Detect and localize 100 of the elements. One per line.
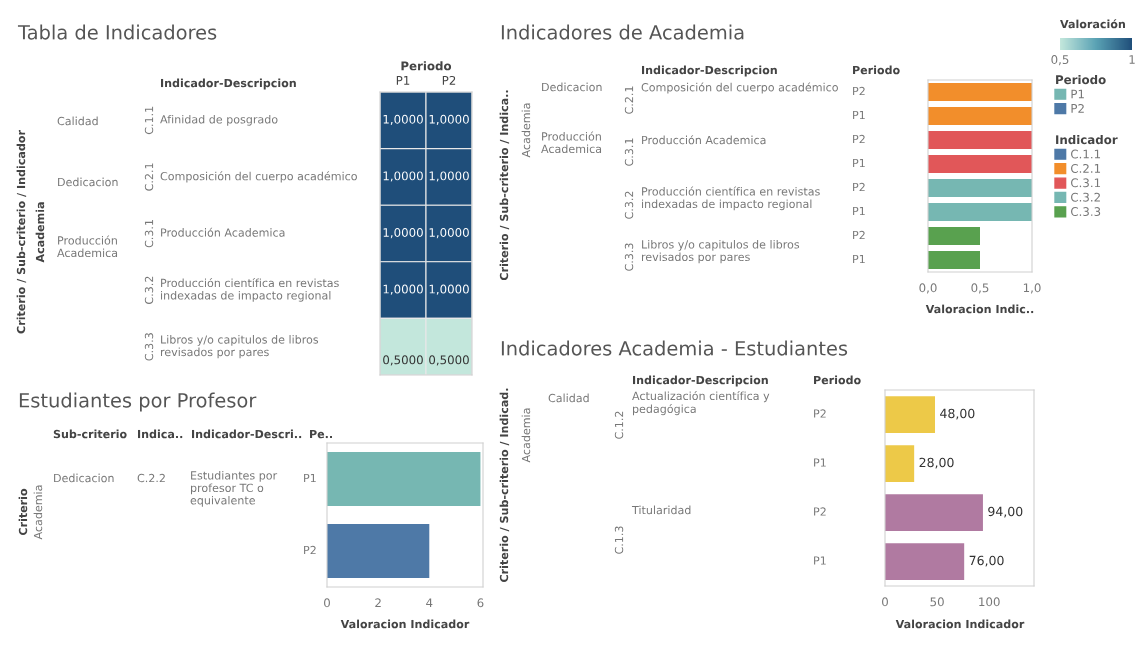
y-tick-label: P2 — [853, 86, 865, 96]
text: C.3.3 — [624, 243, 634, 271]
x-axis-title: Valoracion Indicador — [895, 619, 1025, 629]
text: Sub-criterio — [53, 429, 127, 439]
x-tick-label: 50 — [930, 597, 944, 607]
x-axis-title: Valoracion Indicador — [340, 619, 470, 629]
data-label: 1,0000 — [383, 114, 423, 125]
color-bar-title: Valoración — [1060, 19, 1125, 29]
x-axis-title: Valoracion Indic.. — [925, 304, 1034, 314]
x-tick-label: 0 — [324, 598, 330, 608]
data-label: 1,0000 — [429, 171, 469, 182]
x-tick-label: 0,0 — [919, 283, 937, 294]
bar — [885, 445, 915, 482]
y-tick-label: P2 — [853, 134, 865, 144]
data-label: 1,0000 — [383, 171, 423, 182]
text: Periodo — [853, 65, 900, 75]
data-label: 0,5000 — [429, 355, 469, 366]
text: Academia — [521, 408, 531, 463]
data-label: 1,0000 — [383, 228, 423, 239]
y-tick-label: Libros y/o capitulos de libros revisados por pares — [161, 335, 319, 359]
text: Academia — [33, 485, 43, 540]
text: C.1.2 — [614, 411, 624, 439]
y-tick-label: P1 — [853, 254, 865, 264]
x-tick-label: 4 — [426, 598, 433, 608]
text: C.2.2 — [137, 473, 165, 483]
text: Calidad — [57, 116, 98, 126]
y-tick-label: P2 — [304, 545, 316, 555]
data-label: 1,0000 — [429, 284, 469, 295]
text: Indicadores de Academia — [501, 24, 744, 40]
x-tick-label: 1,0 — [1023, 283, 1041, 294]
data-label: 48,00 — [940, 408, 975, 420]
text: C.2.1 — [624, 86, 634, 114]
legend-label: C.2.1 — [1071, 163, 1101, 173]
y-tick-label: Afinidad de posgrado — [160, 114, 278, 126]
data-label: 1,0000 — [429, 228, 469, 239]
color-bar-label: 0,5 — [1051, 55, 1069, 66]
y2-tick-label: C.3.1 — [144, 220, 154, 248]
y-tick-label: P1 — [853, 206, 865, 216]
y-axis-title: Criterio — [18, 488, 28, 536]
data-label: 28,00 — [919, 457, 954, 469]
text: Periodo — [814, 375, 861, 385]
text: Academia — [521, 103, 531, 158]
y2-tick-label: C.3.2 — [144, 276, 154, 304]
x-tick-label: 6 — [477, 598, 484, 608]
text: Libros y/o capitulos de libros revisados por pares — [642, 240, 800, 264]
text: Composición del cuerpo académico — [641, 82, 838, 94]
text: Indicador-Descripcion — [161, 78, 296, 90]
x-tick-label: 0 — [882, 597, 888, 607]
x-tick-label: 100 — [979, 597, 1000, 607]
y-tick-label: P1 — [853, 110, 865, 120]
text: Indicadores Academia - Estudiantes — [501, 340, 848, 356]
y-tick-label: P1 — [853, 158, 865, 168]
y-tick-label: Composición del cuerpo académico — [160, 171, 357, 183]
text: Dedicacion — [54, 473, 114, 483]
y-axis-title: Criterio / Sub-criterio / Indicador — [16, 130, 27, 334]
y-tick-label: P2 — [853, 182, 865, 192]
text: Estudiantes por profesor TC o equivalente — [190, 471, 278, 507]
text: Actualización científica y pedagógica — [632, 391, 770, 416]
data-label: 1,0000 — [429, 114, 469, 125]
y2-tick-label: C.3.3 — [144, 333, 154, 361]
data-label: 0,5000 — [383, 355, 423, 366]
y-tick-label: Producción Academica — [161, 227, 285, 237]
text: Dedicacion — [58, 177, 118, 187]
text: P1 — [1071, 89, 1084, 99]
y-tick-label: P1 — [304, 473, 316, 483]
text: C.3.1 — [624, 138, 634, 166]
y-tick-label: P2 — [814, 507, 826, 516]
text: Estudiantes por Profesor — [19, 392, 257, 412]
bar — [885, 543, 965, 580]
data-label: 76,00 — [969, 555, 1004, 567]
text: Pe.. — [310, 429, 332, 439]
y2-tick-label: C.2.1 — [144, 163, 154, 191]
legend-title: Indicador — [1056, 135, 1118, 145]
text: Indica.. — [138, 429, 183, 439]
y-tick-label: P1 — [814, 556, 826, 565]
legend-title: Periodo — [1056, 75, 1106, 85]
text: Indicador-Descripcion — [633, 375, 768, 387]
text: Titularidad — [631, 505, 691, 515]
text: Producción Academica — [642, 135, 766, 145]
text: Producción Academica — [57, 235, 118, 258]
y-tick-label: P2 — [814, 409, 826, 418]
text: C.1.3 — [614, 526, 624, 554]
bar — [885, 396, 936, 433]
legend-label: C.1.1 — [1071, 149, 1101, 159]
legend-label: C.3.2 — [1071, 192, 1100, 202]
x-tick-label: 2 — [375, 598, 381, 608]
y-axis-title: Criterio / Sub-criterio / Indicad. — [499, 388, 510, 582]
y-tick-label: P1 — [814, 458, 826, 467]
x-tick-label: 0,5 — [971, 283, 989, 294]
y-axis-title: Criterio / Sub-criterio / Indica.. — [499, 90, 510, 281]
legend-label: C.3.1 — [1071, 178, 1101, 188]
x-axis-title: Periodo — [401, 61, 452, 71]
y-tick-label: P2 — [853, 230, 865, 240]
text: Indicador-Descri.. — [192, 429, 302, 439]
y2-tick-label: C.1.1 — [144, 106, 154, 135]
data-label: 94,00 — [988, 506, 1023, 518]
data-label: 1,0000 — [383, 284, 423, 295]
legend-label: P2 — [1071, 103, 1084, 113]
bar — [885, 494, 983, 531]
text: C.3.2 — [624, 191, 634, 219]
